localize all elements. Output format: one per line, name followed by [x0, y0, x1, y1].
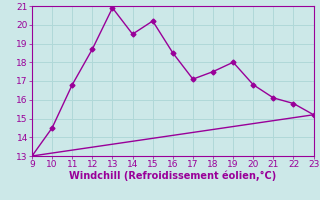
- X-axis label: Windchill (Refroidissement éolien,°C): Windchill (Refroidissement éolien,°C): [69, 171, 276, 181]
